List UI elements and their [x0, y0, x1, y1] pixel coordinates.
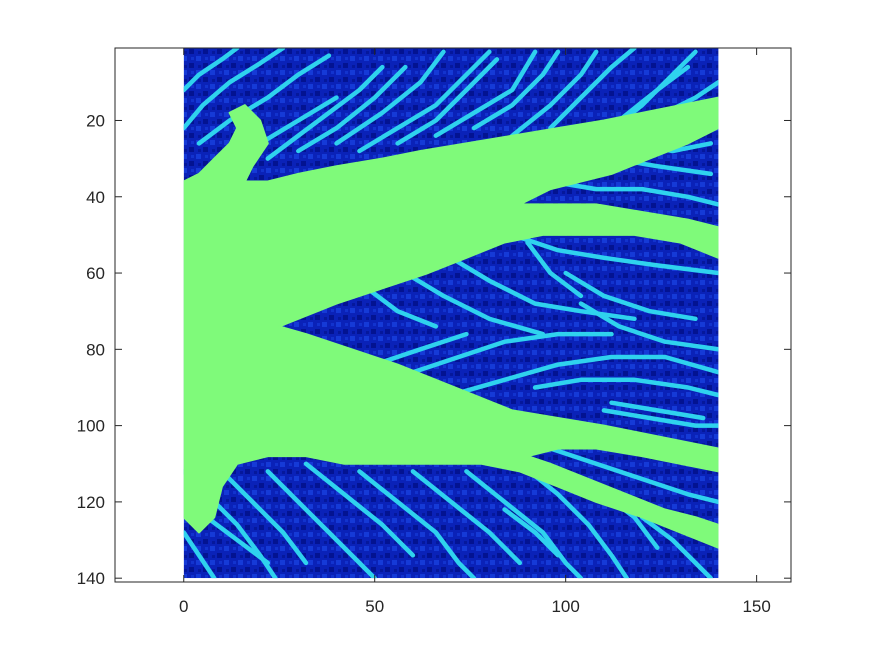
branch-vein	[471, 49, 561, 131]
branch-vein	[532, 377, 719, 398]
y-tick-label: 60	[86, 264, 105, 283]
branch-vein	[265, 64, 385, 161]
branch-vein	[303, 461, 416, 558]
axes-box	[114, 47, 792, 583]
branch-vein	[548, 446, 719, 505]
y-tick-label: 20	[86, 111, 105, 130]
branch-vein	[403, 270, 546, 337]
branch-vein	[183, 48, 286, 131]
branch-vein	[219, 469, 309, 566]
y-tick-label: 80	[86, 340, 105, 359]
y-tick-label: 120	[77, 493, 105, 512]
branch-vein	[578, 301, 719, 352]
branch-vein	[395, 57, 500, 146]
y-tick-label: 140	[77, 569, 105, 588]
branch-vein	[502, 507, 561, 558]
branch-vein	[601, 408, 719, 428]
branch-vein	[639, 514, 714, 579]
branch-vein	[204, 514, 271, 566]
branch-vein	[509, 232, 719, 276]
branch-vein	[548, 179, 719, 207]
branch-vein	[183, 48, 240, 93]
branch-vein	[464, 469, 584, 579]
branch-vein	[265, 469, 377, 579]
branch-vein	[609, 400, 706, 421]
axis-ticks: 0 50 100 150 20 40 60 80 100 120 140	[77, 48, 791, 616]
branch-vein	[296, 64, 408, 154]
y-tick-label: 100	[77, 417, 105, 436]
branch-vein	[548, 48, 637, 131]
x-tick-label: 150	[742, 597, 770, 616]
main-trunk	[183, 96, 719, 549]
branch-vein	[410, 331, 614, 375]
branch-vein	[334, 49, 446, 146]
branch-vein	[525, 240, 584, 299]
branch-vein	[183, 530, 217, 579]
branch-vein	[357, 49, 492, 154]
x-tick-label: 100	[551, 597, 579, 616]
branch-vein	[433, 49, 538, 138]
branch-vein	[448, 354, 719, 398]
x-tick-label: 0	[179, 597, 188, 616]
branch-vein	[509, 49, 599, 138]
branch-vein	[357, 469, 477, 579]
branch-vein	[196, 53, 332, 146]
branch-vein	[372, 331, 469, 367]
heatmap-image	[183, 48, 719, 579]
y-tick-label: 40	[86, 188, 105, 207]
branch-vein	[563, 270, 698, 322]
x-tick-label: 50	[365, 597, 384, 616]
branch-vein	[364, 286, 439, 329]
branch-vein	[410, 469, 523, 566]
branch-vein	[517, 461, 630, 579]
